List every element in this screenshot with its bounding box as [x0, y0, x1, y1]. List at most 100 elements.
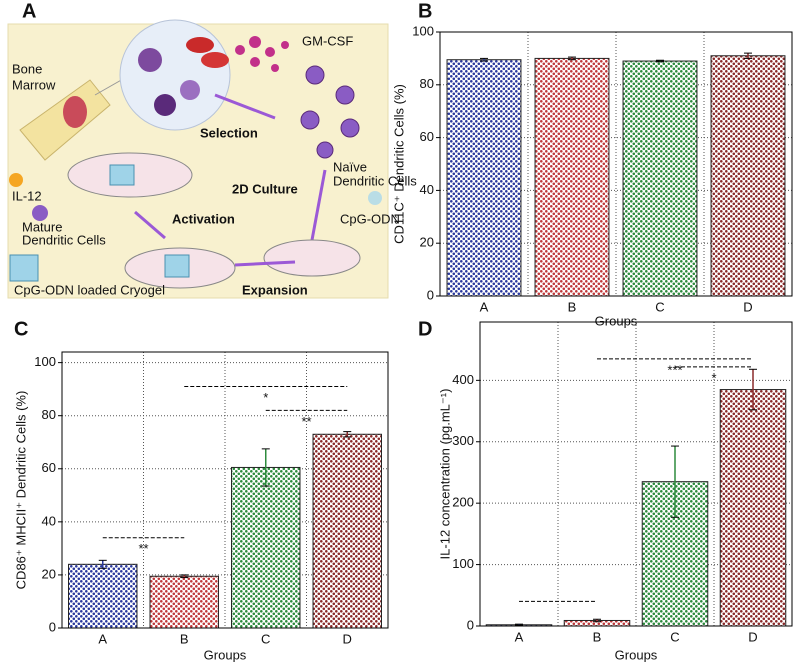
dish: [263, 239, 361, 277]
label: Dendritic Cells: [333, 173, 417, 188]
y-tick-label: 300: [452, 433, 474, 448]
cryogel: [109, 164, 135, 186]
significance-label: **: [138, 541, 148, 556]
y-tick-label: 80: [420, 76, 434, 91]
x-tick-label: C: [670, 629, 679, 644]
bar: [149, 575, 219, 629]
x-tick-label: B: [568, 299, 577, 314]
plot-frame: [479, 321, 793, 627]
label: Mature: [22, 219, 62, 234]
error-bar: [261, 448, 270, 487]
bar: [534, 57, 610, 297]
x-tick-label: C: [261, 631, 270, 646]
arrow: [134, 210, 166, 240]
plot-frame: [439, 31, 793, 297]
y-tick-label: 20: [420, 235, 434, 250]
y-tick-label: 100: [452, 556, 474, 571]
label: Expansion: [242, 282, 308, 297]
bar: [622, 60, 698, 297]
significance-label: **: [301, 414, 311, 429]
label: Selection: [200, 125, 258, 140]
bar: [68, 563, 138, 629]
x-tick-label: B: [180, 631, 189, 646]
y-tick-label: 100: [412, 23, 434, 38]
bar: [710, 55, 786, 297]
error-bar: [749, 368, 757, 411]
error-bar: [656, 59, 664, 63]
mature-cell-icon: [32, 205, 48, 221]
x-tick-label: B: [593, 629, 602, 644]
diagram: A Bone Marrow GM-CSF Selection: [7, 0, 417, 299]
label: Activation: [172, 211, 235, 226]
marrow-cells: [119, 19, 231, 131]
x-tick-label: D: [748, 629, 757, 644]
y-tick-label: 400: [452, 372, 474, 387]
x-tick-label: D: [743, 299, 752, 314]
y-tick-label: 100: [34, 354, 56, 369]
y-tick-label: 60: [420, 129, 434, 144]
cryogel-icon: [9, 254, 39, 282]
y-tick-label: 40: [420, 182, 434, 197]
label: GM-CSF: [302, 33, 353, 48]
error-bar: [343, 431, 352, 438]
error-bar: [744, 52, 752, 59]
arrow: [234, 260, 296, 267]
marrow: [63, 96, 87, 128]
cell: [180, 80, 200, 100]
x-axis-label: Groups: [615, 647, 658, 662]
panel-label: B: [418, 0, 432, 22]
bar: [312, 433, 382, 629]
label: IL-12: [12, 188, 42, 203]
x-tick-label: C: [655, 299, 664, 314]
panel-label: A: [22, 0, 36, 22]
error-bar: [568, 56, 576, 61]
label: CpG-ODN: [340, 211, 400, 226]
significance-label: *: [711, 370, 716, 385]
arrow: [214, 93, 276, 120]
y-tick-label: 200: [452, 495, 474, 510]
panel-label: C: [14, 318, 28, 340]
bar: [446, 59, 522, 297]
y-axis-label: IL-12 concentration (pg.mL⁻¹): [437, 389, 452, 560]
label: CpG-ODN loaded Cryogel: [14, 282, 165, 297]
label: Dendritic Cells: [22, 232, 106, 247]
plot-frame: [61, 351, 389, 629]
panel-label: D: [418, 318, 432, 340]
arrow: [310, 169, 327, 241]
y-tick-label: 0: [427, 287, 434, 302]
y-tick-label: 80: [42, 407, 56, 422]
bar: [231, 466, 301, 629]
error-bar: [515, 623, 523, 626]
red-cell: [201, 52, 229, 68]
label: Naïve: [333, 159, 367, 174]
x-axis-label: Groups: [204, 647, 247, 662]
x-tick-label: A: [515, 629, 524, 644]
error-bar: [180, 574, 189, 579]
y-axis-label: CD86⁺ MHCII⁺ Dendritic Cells (%): [13, 391, 28, 590]
label: Marrow: [12, 77, 56, 92]
gm-csf-dots: [235, 36, 289, 72]
error-bar: [593, 618, 601, 623]
error-bar: [480, 57, 488, 62]
cell: [138, 48, 162, 72]
red-cell: [186, 37, 214, 53]
x-axis-label: Groups: [595, 313, 638, 328]
significance-label: ***: [667, 362, 682, 377]
cryogel: [164, 254, 190, 278]
bar: [719, 389, 787, 627]
significance-label: *: [263, 390, 268, 405]
x-tick-label: A: [98, 631, 107, 646]
label: Bone: [12, 61, 42, 76]
il12-icon: [9, 173, 23, 187]
y-tick-label: 0: [467, 617, 474, 632]
dendritic-cells: [300, 65, 360, 159]
y-tick-label: 40: [42, 513, 56, 528]
y-axis-label: CD11C⁺ Dendritic Cells (%): [391, 84, 406, 244]
y-tick-label: 60: [42, 460, 56, 475]
x-tick-label: D: [343, 631, 352, 646]
cpg-icon: [368, 191, 382, 205]
error-bar: [671, 445, 679, 518]
x-tick-label: A: [480, 299, 489, 314]
cell: [154, 94, 176, 116]
